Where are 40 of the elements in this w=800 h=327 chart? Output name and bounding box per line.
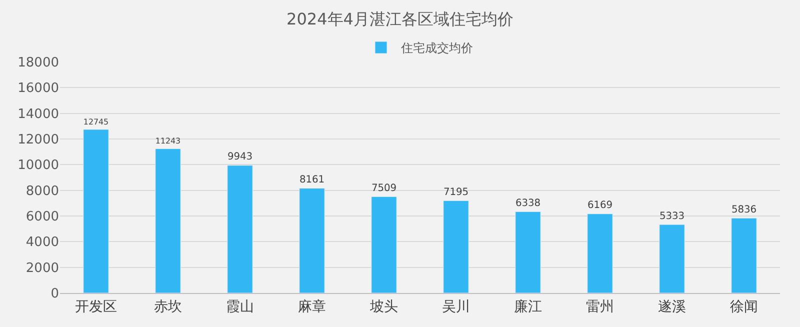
data-label: 8161 [299,174,325,186]
bar [659,224,685,293]
bar [371,196,397,293]
y-tick-label: 18000 [18,56,59,71]
data-label: 5333 [659,210,685,222]
x-tick-label: 吴川 [442,298,470,315]
data-label: 7509 [371,182,397,194]
data-label: 5836 [731,204,757,216]
y-tick-label: 2000 [26,260,59,276]
bar [299,188,325,293]
bar [443,200,469,293]
bar [731,218,757,293]
x-tick-label: 廉江 [514,298,542,315]
x-tick-label: 霞山 [226,298,254,315]
data-label: 9943 [227,152,253,163]
x-tick-label: 遂溪 [658,298,686,315]
y-tick-label: 14000 [18,106,59,122]
y-tick-label: 0 [50,286,59,302]
x-tick-label: 麻章 [298,298,326,315]
bar [227,165,253,293]
x-tick-label: 开发区 [75,298,117,315]
data-label: 6169 [587,200,613,212]
x-tick-label: 赤坎 [154,298,182,315]
bar [587,214,613,293]
x-tick-label: 坡头 [369,298,398,315]
y-tick-label: 16000 [18,81,59,96]
bar [83,129,109,293]
x-tick-label: 徐闻 [730,298,758,315]
y-tick-label: 6000 [26,210,59,225]
y-tick-label: 4000 [26,235,59,250]
y-tick-label: 8000 [26,184,59,199]
data-label: 6338 [515,198,541,209]
data-label: 7195 [443,186,469,198]
y-tick-label: 10000 [18,158,59,174]
y-tick-label: 12000 [18,132,59,148]
legend-label: 住宅成交均价 [400,41,473,56]
bar [515,211,541,293]
chart-title: 2024年4月湛江各区域住宅均价 [286,9,514,28]
x-tick-label: 雷州 [586,298,614,315]
bar [155,148,181,293]
